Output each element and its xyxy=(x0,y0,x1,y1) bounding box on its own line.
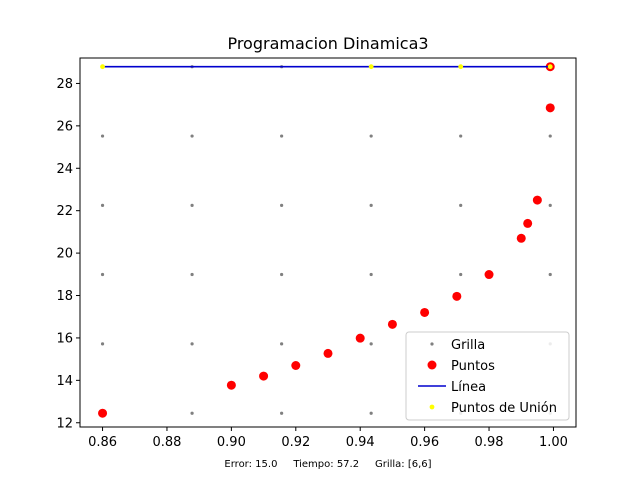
junction-point xyxy=(547,64,553,70)
grid-point xyxy=(280,342,284,346)
x-tick-label: 0.92 xyxy=(281,435,310,450)
legend: Grilla Puntos Línea Puntos de Unión xyxy=(405,331,570,421)
y-tick-label: 18 xyxy=(56,289,73,304)
grid-point xyxy=(548,134,552,138)
grid-point xyxy=(190,411,194,415)
x-tick-label: 0.90 xyxy=(217,435,246,450)
chart-title: Programacion Dinamica3 xyxy=(227,34,428,53)
legend-label: Puntos de Unión xyxy=(451,401,557,416)
y-tick-label: 12 xyxy=(56,416,73,431)
footer-annotation: Error: 15.0 Tiempo: 57.2 Grilla: [6,6] xyxy=(224,459,431,470)
data-point xyxy=(259,371,269,381)
data-point xyxy=(291,361,301,370)
grid-point xyxy=(280,134,284,138)
axes: 0.86 0.88 0.90 0.92 0.94 0.96 0.98 1.00 12 14 16 18… xyxy=(56,77,567,450)
x-tick-label: 0.96 xyxy=(410,435,439,450)
x-tick-label: 1.00 xyxy=(539,435,568,450)
grid-point xyxy=(190,134,194,138)
grid-point xyxy=(369,342,373,346)
legend-marker xyxy=(429,404,435,410)
legend-label: Línea xyxy=(451,380,486,395)
x-tick-label: 0.88 xyxy=(152,435,181,450)
plot-area xyxy=(98,62,555,418)
data-point xyxy=(98,408,108,418)
y-tick-label: 22 xyxy=(56,204,73,219)
grid-point xyxy=(548,203,552,207)
y-tick-label: 14 xyxy=(56,374,73,389)
data-point xyxy=(323,348,333,358)
grid-point xyxy=(459,203,463,207)
data-point xyxy=(545,103,555,113)
legend-marker xyxy=(427,360,437,370)
data-point xyxy=(355,333,365,343)
data-point xyxy=(523,218,533,228)
grid-point xyxy=(369,203,373,207)
grid-point xyxy=(369,134,373,138)
grid-point xyxy=(459,134,463,138)
data-point xyxy=(532,195,542,205)
grid-point xyxy=(190,203,194,207)
y-tick-label: 28 xyxy=(56,77,73,92)
x-tick-label: 0.86 xyxy=(88,435,117,450)
legend-box xyxy=(405,331,570,421)
grid-point xyxy=(100,272,105,277)
grid-point xyxy=(100,134,105,138)
x-tick-label: 0.98 xyxy=(475,435,504,450)
y-tick-label: 24 xyxy=(56,162,73,177)
data-point xyxy=(226,380,236,390)
x-tick-label: 0.94 xyxy=(346,435,375,450)
grid-point xyxy=(548,272,552,277)
y-tick-label: 20 xyxy=(56,247,73,262)
data-point xyxy=(420,307,430,317)
axes-frame xyxy=(79,57,577,428)
grid-point xyxy=(100,342,105,346)
legend-marker xyxy=(430,342,434,346)
grid-point xyxy=(190,342,194,346)
data-point xyxy=(516,233,526,243)
junction-point xyxy=(458,64,464,70)
grid-point xyxy=(280,411,284,415)
data-point xyxy=(484,270,494,280)
data-point xyxy=(387,319,397,329)
grid-point xyxy=(369,272,373,277)
junction-point xyxy=(100,64,105,70)
grid-point xyxy=(369,411,373,415)
y-tick-label: 26 xyxy=(56,119,73,134)
legend-label: Puntos xyxy=(451,359,495,374)
grid-point xyxy=(100,203,105,207)
grid-point xyxy=(280,203,284,207)
junction-point xyxy=(368,64,374,70)
grid-point xyxy=(459,272,463,277)
y-tick-label: 16 xyxy=(56,331,73,346)
grid-point xyxy=(280,272,284,277)
grid-point xyxy=(190,272,194,277)
data-point xyxy=(452,291,462,301)
legend-label: Grilla xyxy=(451,338,485,353)
